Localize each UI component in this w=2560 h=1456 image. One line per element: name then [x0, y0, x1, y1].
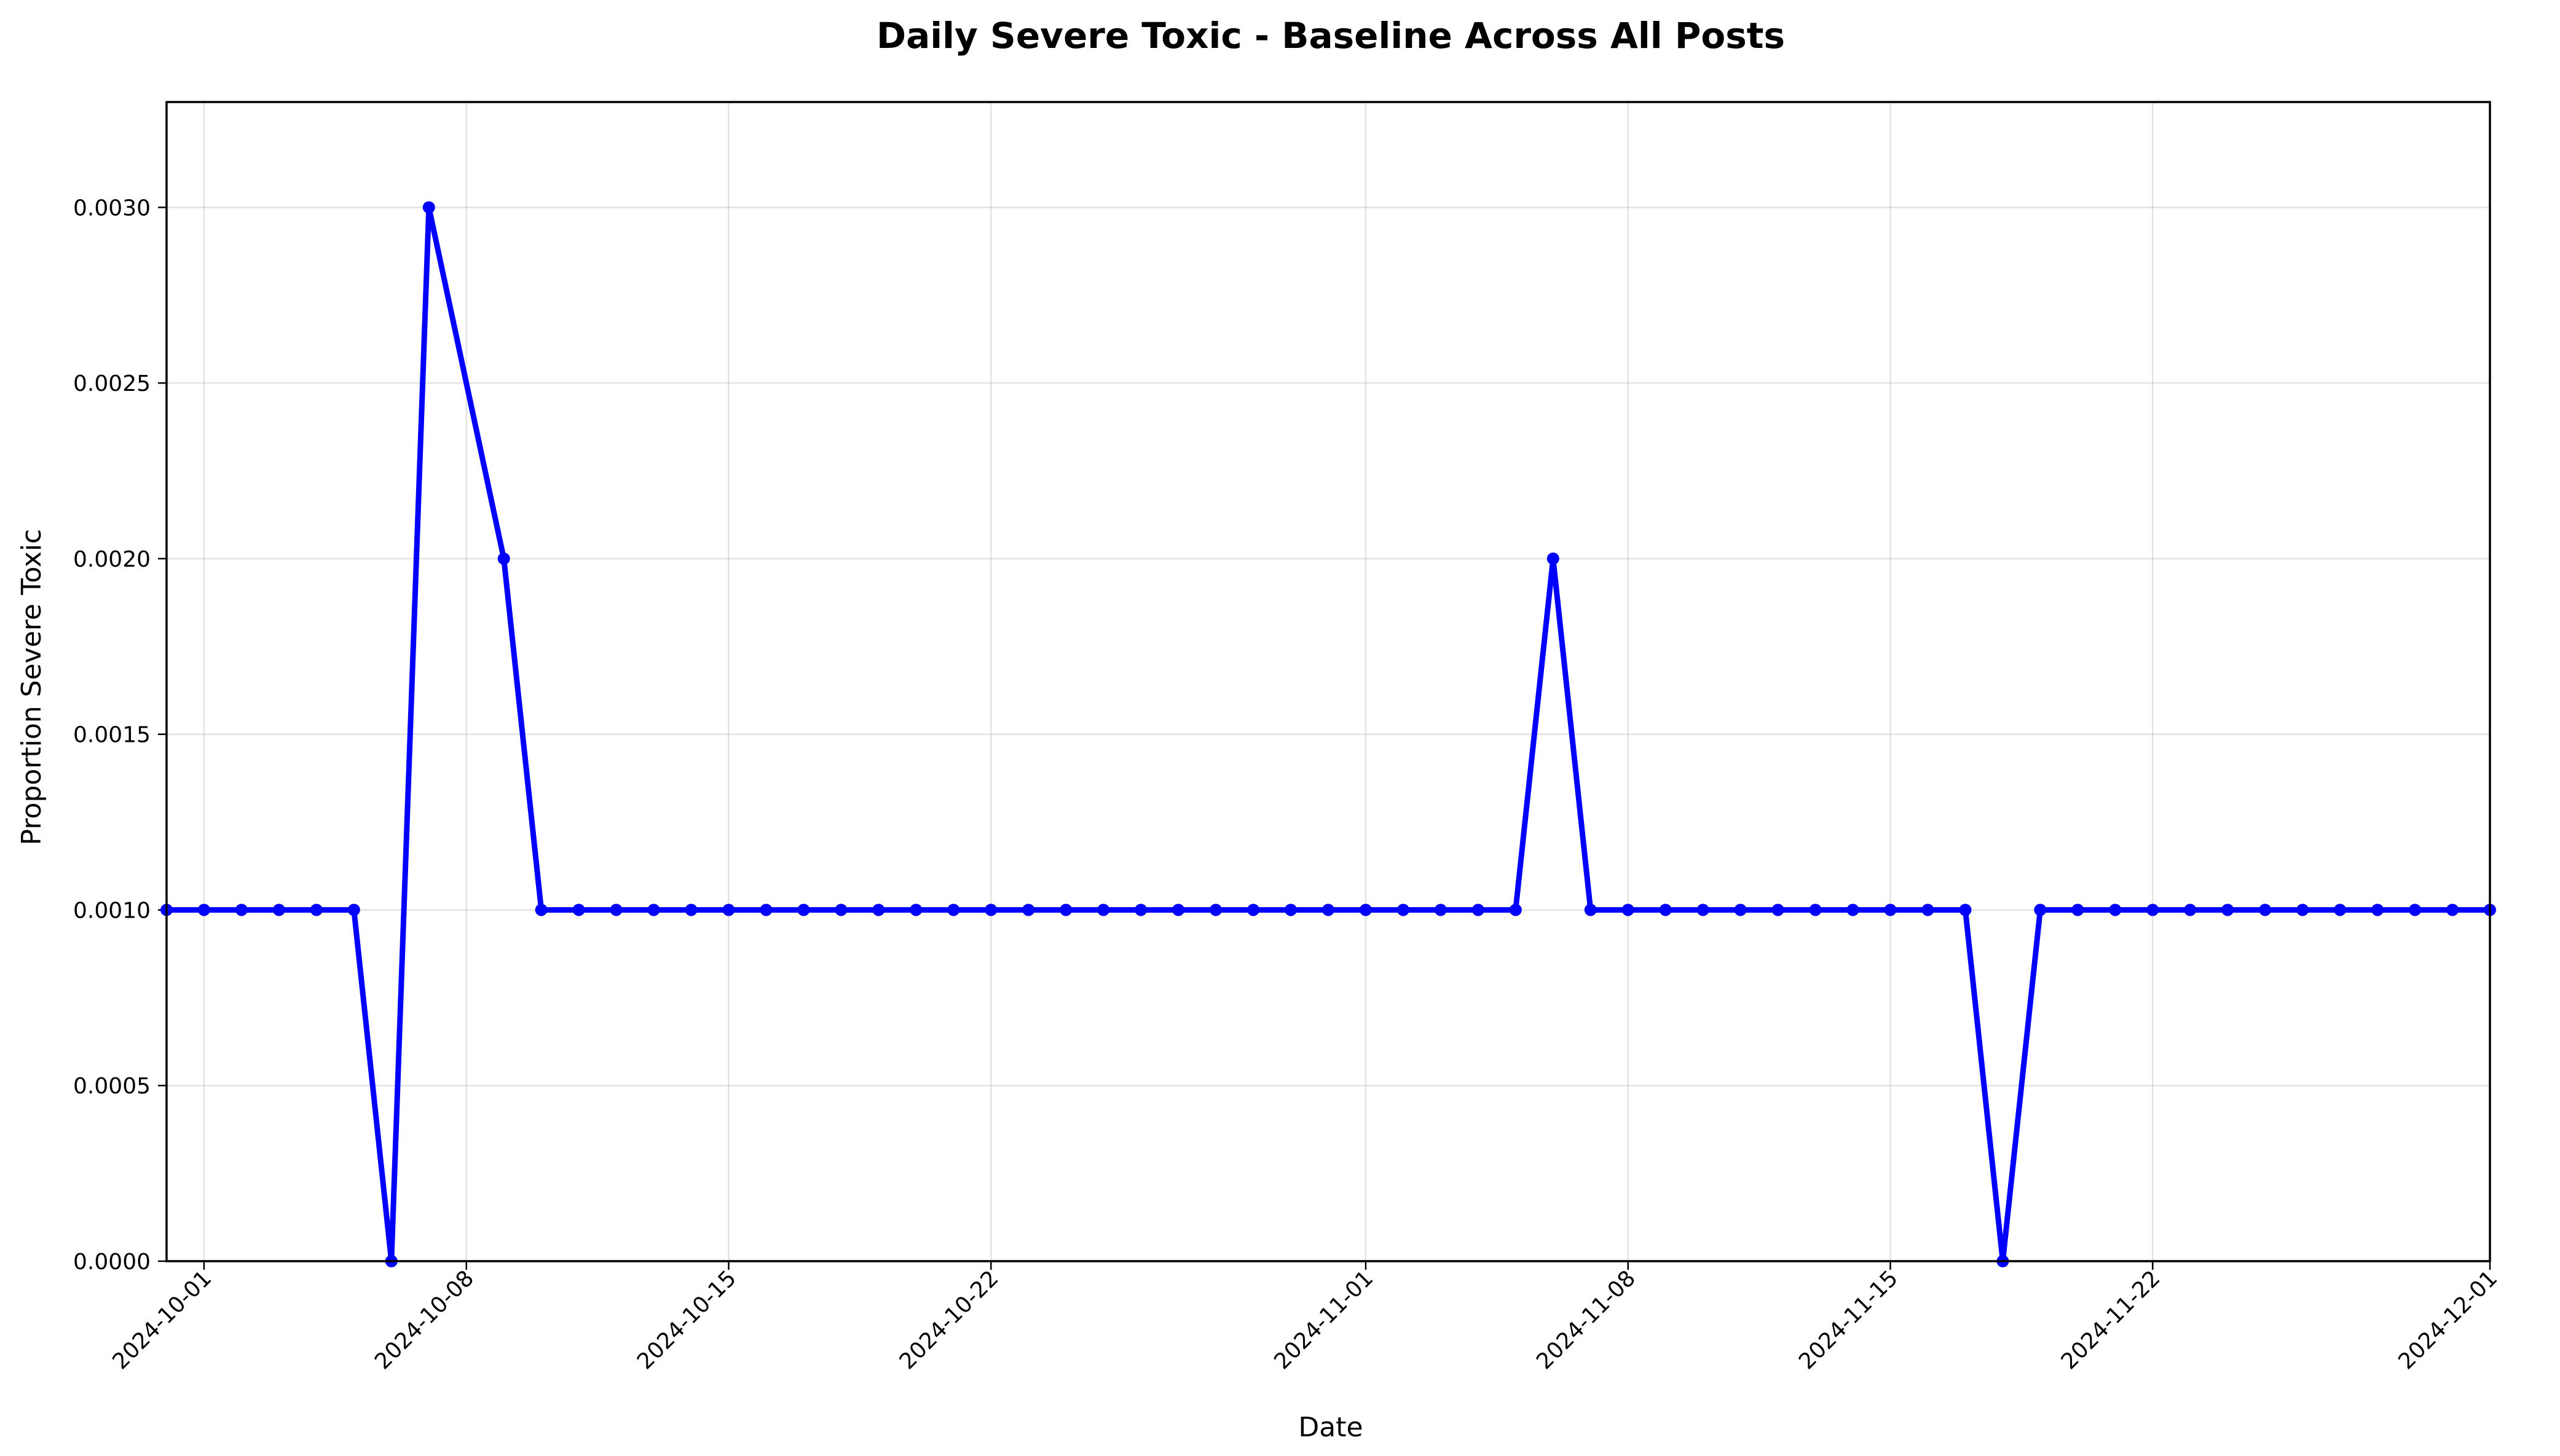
y-tick-label: 0.0010 — [73, 898, 151, 923]
data-point — [572, 903, 585, 916]
data-point — [947, 903, 960, 916]
x-tick-label: 2024-10-01 — [108, 1265, 216, 1374]
data-point — [647, 903, 660, 916]
data-point — [985, 903, 998, 916]
data-point — [835, 903, 848, 916]
x-tick-label: 2024-10-22 — [895, 1265, 1004, 1374]
data-point — [2296, 903, 2309, 916]
x-tick-label: 2024-11-08 — [1532, 1265, 1640, 1374]
data-point — [1434, 903, 1447, 916]
y-axis-label: Proportion Severe Toxic — [16, 529, 47, 846]
x-axis-label: Date — [1298, 1412, 1363, 1443]
data-point — [610, 903, 623, 916]
axis-ticks: 0.0000 0.0005 0.0010 0.0015 0.0020 0.0025 0.00… — [73, 195, 2502, 1374]
data-point — [910, 903, 923, 916]
x-tick-label: 2024-10-15 — [632, 1265, 741, 1374]
data-point — [197, 903, 210, 916]
data-point — [272, 903, 285, 916]
data-point — [310, 903, 323, 916]
data-point — [1809, 903, 1822, 916]
data-point — [1846, 903, 1859, 916]
data-point — [1097, 903, 1110, 916]
data-point — [235, 903, 248, 916]
x-tick-label: 2024-11-15 — [1794, 1265, 1903, 1374]
data-point — [1584, 903, 1597, 916]
data-point — [1659, 903, 1672, 916]
data-point — [347, 903, 360, 916]
data-point — [2334, 903, 2347, 916]
data-point — [1734, 903, 1747, 916]
chart-title: Daily Severe Toxic - Baseline Across All… — [876, 15, 1785, 57]
x-tick-label: 2024-10-08 — [370, 1265, 479, 1374]
data-point — [535, 903, 548, 916]
x-tick-label: 2024-11-01 — [1269, 1265, 1378, 1374]
data-point — [797, 903, 810, 916]
plot-frame — [165, 101, 2491, 1262]
data-point — [685, 903, 698, 916]
data-point — [2146, 903, 2159, 916]
data-point — [1022, 903, 1035, 916]
data-point — [1396, 903, 1409, 916]
data-point — [1135, 903, 1148, 916]
data-point — [1921, 903, 1934, 916]
y-tick-label: 0.0005 — [73, 1074, 151, 1099]
data-point — [1322, 903, 1334, 916]
data-point — [422, 201, 435, 214]
data-point — [1060, 903, 1073, 916]
y-tick-label: 0.0000 — [73, 1249, 151, 1275]
data-point — [2071, 903, 2084, 916]
x-tick-label: 2024-12-01 — [2393, 1265, 2502, 1374]
data-point — [722, 903, 735, 916]
data-point — [2034, 903, 2047, 916]
data-point — [1884, 903, 1897, 916]
data-point — [1359, 903, 1372, 916]
series-line — [163, 205, 2493, 1264]
data-point — [872, 903, 885, 916]
data-point — [1471, 903, 1484, 916]
data-point — [2221, 903, 2234, 916]
data-point — [2446, 903, 2459, 916]
y-tick-label: 0.0020 — [73, 547, 151, 572]
data-point — [1621, 903, 1634, 916]
data-point — [2184, 903, 2197, 916]
data-point — [2409, 903, 2422, 916]
data-point — [1285, 903, 1298, 916]
data-point — [2109, 903, 2122, 916]
data-point — [1509, 903, 1522, 916]
data-point — [1771, 903, 1784, 916]
data-point — [2259, 903, 2272, 916]
y-tick-label: 0.0015 — [73, 723, 151, 748]
data-point — [1959, 903, 1972, 916]
data-point — [2371, 903, 2384, 916]
data-point — [1696, 903, 1709, 916]
data-point — [760, 903, 773, 916]
data-point — [1546, 552, 1559, 565]
y-tick-label: 0.0025 — [73, 371, 151, 396]
data-point — [497, 552, 510, 565]
data-point — [1210, 903, 1223, 916]
data-point — [1172, 903, 1185, 916]
series-layer — [160, 201, 2496, 1267]
data-point — [1247, 903, 1260, 916]
y-tick-label: 0.0030 — [73, 195, 151, 221]
x-tick-label: 2024-11-22 — [2057, 1265, 2165, 1374]
